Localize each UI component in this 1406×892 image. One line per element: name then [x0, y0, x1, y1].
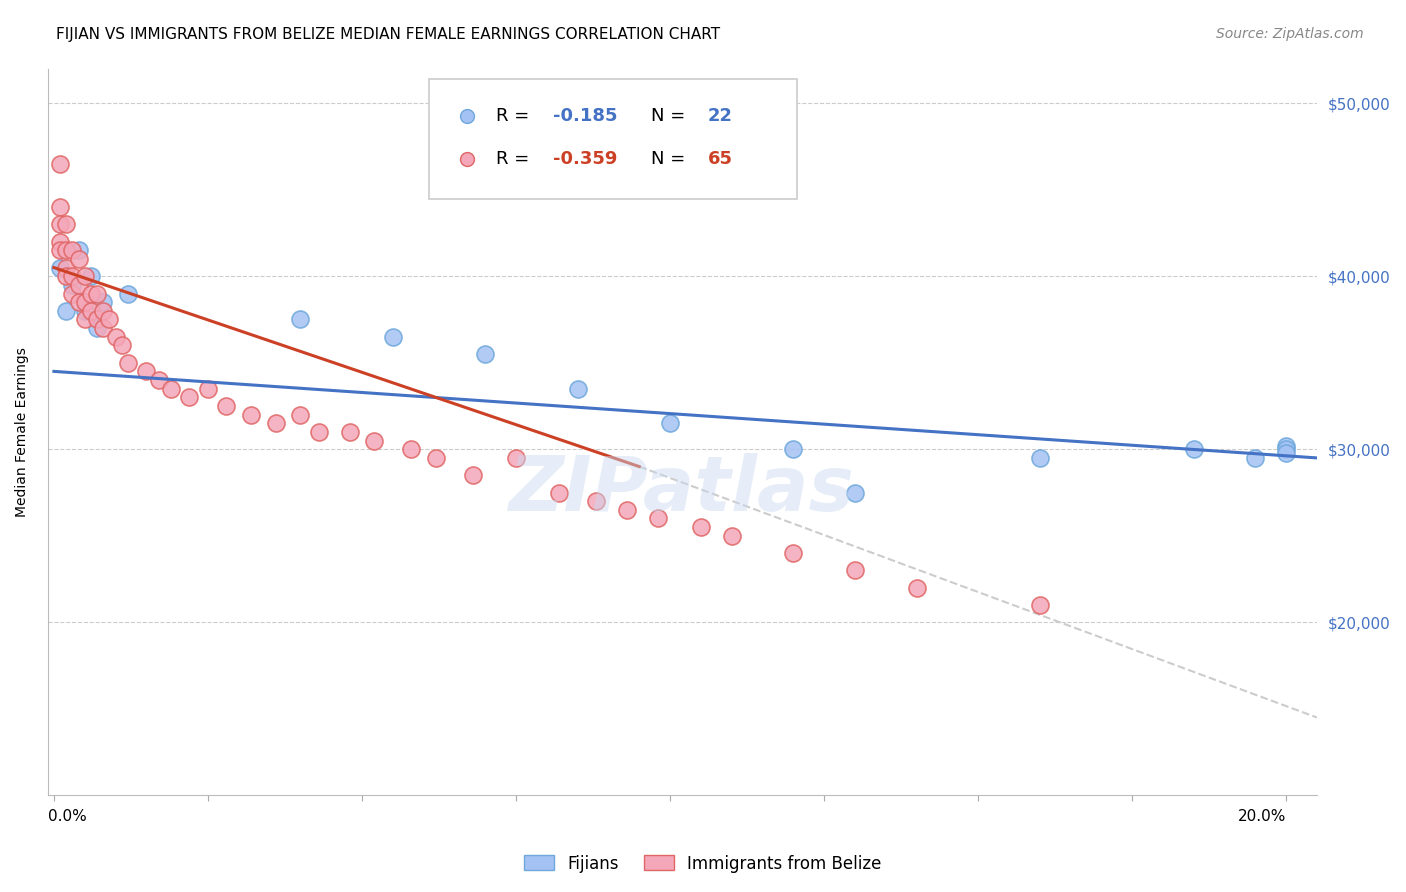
Legend: Fijians, Immigrants from Belize: Fijians, Immigrants from Belize: [517, 848, 889, 880]
Point: [49, 200, 72, 214]
Point: [240, 408, 263, 422]
Text: ZIPatlas: ZIPatlas: [509, 453, 855, 527]
Point: [1275, 439, 1298, 453]
Point: [905, 581, 928, 595]
Point: [425, 450, 447, 465]
Point: [339, 425, 361, 439]
Point: [73, 303, 96, 318]
Point: [67, 295, 90, 310]
Point: [55, 269, 77, 284]
Point: [1275, 446, 1298, 460]
Point: [49, 217, 72, 231]
Point: [160, 382, 183, 396]
Point: [49, 244, 72, 258]
Point: [49, 235, 72, 249]
Point: [381, 330, 404, 344]
Text: 65: 65: [707, 151, 733, 169]
Point: [616, 503, 638, 517]
Point: [91, 321, 114, 335]
Point: [401, 442, 423, 457]
Point: [60, 277, 83, 292]
Point: [49, 157, 72, 171]
Point: [104, 330, 127, 344]
Point: [215, 399, 238, 413]
Point: [148, 373, 170, 387]
Point: [659, 417, 682, 431]
Point: [1029, 450, 1052, 465]
Point: [80, 269, 103, 284]
Point: [60, 244, 83, 258]
Point: [844, 563, 866, 577]
Point: [67, 277, 90, 292]
Point: [647, 511, 669, 525]
Point: [290, 408, 312, 422]
Point: [1029, 598, 1052, 612]
Point: [720, 529, 742, 543]
Text: Source: ZipAtlas.com: Source: ZipAtlas.com: [1216, 27, 1364, 41]
Point: [91, 295, 114, 310]
Point: [179, 390, 201, 404]
Point: [689, 520, 711, 534]
Text: R =: R =: [496, 107, 534, 125]
Point: [73, 312, 96, 326]
Point: [111, 338, 134, 352]
Point: [60, 269, 83, 284]
Point: [60, 286, 83, 301]
Point: [135, 364, 157, 378]
Point: [461, 468, 484, 483]
Point: [505, 450, 527, 465]
Text: FIJIAN VS IMMIGRANTS FROM BELIZE MEDIAN FEMALE EARNINGS CORRELATION CHART: FIJIAN VS IMMIGRANTS FROM BELIZE MEDIAN …: [56, 27, 720, 42]
Point: [782, 442, 804, 457]
Point: [117, 356, 139, 370]
Point: [290, 312, 312, 326]
Point: [80, 303, 103, 318]
Point: [1244, 450, 1267, 465]
Point: [86, 312, 108, 326]
Point: [73, 295, 96, 310]
Point: [86, 286, 108, 301]
Point: [80, 286, 103, 301]
Point: [98, 312, 121, 326]
Point: [117, 286, 139, 301]
FancyBboxPatch shape: [429, 79, 797, 199]
Point: [55, 244, 77, 258]
Point: [782, 546, 804, 560]
Point: [49, 260, 72, 275]
Text: -0.359: -0.359: [553, 151, 617, 169]
Point: [55, 260, 77, 275]
Point: [55, 303, 77, 318]
Point: [55, 217, 77, 231]
Text: 0.0%: 0.0%: [48, 809, 87, 824]
Point: [1275, 442, 1298, 457]
Point: [67, 244, 90, 258]
Point: [474, 347, 496, 361]
Point: [86, 321, 108, 335]
Point: [548, 485, 571, 500]
Point: [585, 494, 607, 508]
Point: [844, 485, 866, 500]
Point: [264, 417, 287, 431]
Point: [197, 382, 219, 396]
Point: [567, 382, 589, 396]
Point: [67, 252, 90, 266]
Point: [1182, 442, 1205, 457]
Y-axis label: Median Female Earnings: Median Female Earnings: [15, 347, 30, 516]
Text: R =: R =: [496, 151, 534, 169]
Text: N =: N =: [651, 107, 690, 125]
Point: [363, 434, 385, 448]
Point: [308, 425, 330, 439]
Text: 20.0%: 20.0%: [1237, 809, 1286, 824]
Text: N =: N =: [651, 151, 690, 169]
Point: [91, 303, 114, 318]
Text: 22: 22: [707, 107, 733, 125]
Point: [73, 269, 96, 284]
Text: -0.185: -0.185: [553, 107, 617, 125]
